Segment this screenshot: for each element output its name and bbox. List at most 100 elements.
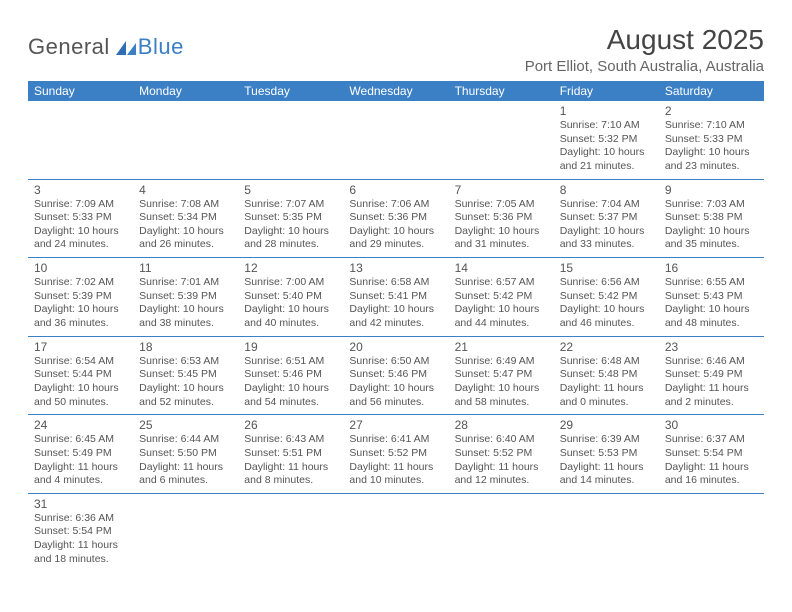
empty-cell xyxy=(133,493,238,571)
empty-cell xyxy=(554,493,659,571)
day-number: 13 xyxy=(349,261,442,275)
title-block: August 2025 Port Elliot, South Australia… xyxy=(525,24,764,75)
day-info-line: Sunrise: 6:39 AM xyxy=(560,433,653,447)
day-number: 23 xyxy=(665,340,758,354)
week-row: 31Sunrise: 6:36 AMSunset: 5:54 PMDayligh… xyxy=(28,493,764,571)
day-info-line: Sunrise: 6:37 AM xyxy=(665,433,758,447)
day-number: 18 xyxy=(139,340,232,354)
header: General Blue August 2025 Port Elliot, So… xyxy=(28,24,764,75)
day-number: 17 xyxy=(34,340,127,354)
day-info-line: Sunrise: 6:57 AM xyxy=(455,276,548,290)
day-info-line: Daylight: 11 hours xyxy=(665,382,758,396)
day-info-line: Sunset: 5:42 PM xyxy=(455,290,548,304)
day-info-line: Sunset: 5:40 PM xyxy=(244,290,337,304)
day-info-line: Daylight: 10 hours xyxy=(34,225,127,239)
empty-cell xyxy=(28,101,133,179)
day-info-line: Daylight: 11 hours xyxy=(139,461,232,475)
location-text: Port Elliot, South Australia, Australia xyxy=(525,58,764,75)
day-info-line: and 28 minutes. xyxy=(244,238,337,252)
day-info-line: Sunrise: 6:53 AM xyxy=(139,355,232,369)
day-info-line: and 29 minutes. xyxy=(349,238,442,252)
day-number: 1 xyxy=(560,104,653,118)
day-info-line: Sunset: 5:34 PM xyxy=(139,211,232,225)
day-info-line: and 21 minutes. xyxy=(560,160,653,174)
day-info-line: and 58 minutes. xyxy=(455,396,548,410)
day-info-line: and 4 minutes. xyxy=(34,474,127,488)
day-info-line: and 48 minutes. xyxy=(665,317,758,331)
dow-friday: Friday xyxy=(554,81,659,101)
week-row: 3Sunrise: 7:09 AMSunset: 5:33 PMDaylight… xyxy=(28,179,764,258)
day-info-line: Sunrise: 6:48 AM xyxy=(560,355,653,369)
day-number: 10 xyxy=(34,261,127,275)
dow-monday: Monday xyxy=(133,81,238,101)
day-info-line: and 14 minutes. xyxy=(560,474,653,488)
day-info-line: Daylight: 10 hours xyxy=(665,225,758,239)
empty-cell xyxy=(238,101,343,179)
day-info-line: Sunrise: 7:09 AM xyxy=(34,198,127,212)
week-row: 24Sunrise: 6:45 AMSunset: 5:49 PMDayligh… xyxy=(28,415,764,494)
day-info-line: Daylight: 10 hours xyxy=(560,303,653,317)
day-cell: 14Sunrise: 6:57 AMSunset: 5:42 PMDayligh… xyxy=(449,258,554,337)
day-info-line: Sunset: 5:50 PM xyxy=(139,447,232,461)
day-info-line: and 18 minutes. xyxy=(34,553,127,567)
day-info-line: Daylight: 10 hours xyxy=(455,225,548,239)
day-info-line: Sunrise: 7:07 AM xyxy=(244,198,337,212)
day-cell: 20Sunrise: 6:50 AMSunset: 5:46 PMDayligh… xyxy=(343,336,448,415)
day-info-line: Sunset: 5:53 PM xyxy=(560,447,653,461)
day-cell: 8Sunrise: 7:04 AMSunset: 5:37 PMDaylight… xyxy=(554,179,659,258)
day-info-line: Sunset: 5:35 PM xyxy=(244,211,337,225)
day-cell: 30Sunrise: 6:37 AMSunset: 5:54 PMDayligh… xyxy=(659,415,764,494)
day-info-line: Daylight: 10 hours xyxy=(139,225,232,239)
day-number: 26 xyxy=(244,418,337,432)
day-info-line: Daylight: 11 hours xyxy=(665,461,758,475)
day-info-line: and 56 minutes. xyxy=(349,396,442,410)
day-header-row: Sunday Monday Tuesday Wednesday Thursday… xyxy=(28,81,764,101)
day-number: 6 xyxy=(349,183,442,197)
day-cell: 31Sunrise: 6:36 AMSunset: 5:54 PMDayligh… xyxy=(28,493,133,571)
day-info-line: Sunrise: 7:00 AM xyxy=(244,276,337,290)
day-cell: 4Sunrise: 7:08 AMSunset: 5:34 PMDaylight… xyxy=(133,179,238,258)
day-cell: 7Sunrise: 7:05 AMSunset: 5:36 PMDaylight… xyxy=(449,179,554,258)
logo: General Blue xyxy=(28,34,184,60)
day-info-line: Sunset: 5:32 PM xyxy=(560,133,653,147)
day-info-line: Daylight: 10 hours xyxy=(34,303,127,317)
day-info-line: Sunrise: 7:05 AM xyxy=(455,198,548,212)
day-info-line: Sunrise: 7:10 AM xyxy=(665,119,758,133)
day-number: 30 xyxy=(665,418,758,432)
empty-cell xyxy=(343,101,448,179)
dow-thursday: Thursday xyxy=(449,81,554,101)
day-cell: 12Sunrise: 7:00 AMSunset: 5:40 PMDayligh… xyxy=(238,258,343,337)
day-cell: 23Sunrise: 6:46 AMSunset: 5:49 PMDayligh… xyxy=(659,336,764,415)
day-cell: 24Sunrise: 6:45 AMSunset: 5:49 PMDayligh… xyxy=(28,415,133,494)
day-info-line: and 42 minutes. xyxy=(349,317,442,331)
day-info-line: and 6 minutes. xyxy=(139,474,232,488)
day-info-line: Daylight: 10 hours xyxy=(560,225,653,239)
day-number: 28 xyxy=(455,418,548,432)
empty-cell xyxy=(449,493,554,571)
day-info-line: Sunset: 5:44 PM xyxy=(34,368,127,382)
day-info-line: Sunrise: 6:36 AM xyxy=(34,512,127,526)
day-cell: 21Sunrise: 6:49 AMSunset: 5:47 PMDayligh… xyxy=(449,336,554,415)
day-info-line: Sunset: 5:48 PM xyxy=(560,368,653,382)
sail-icon xyxy=(116,41,136,55)
day-cell: 28Sunrise: 6:40 AMSunset: 5:52 PMDayligh… xyxy=(449,415,554,494)
day-info-line: Sunrise: 6:54 AM xyxy=(34,355,127,369)
day-number: 25 xyxy=(139,418,232,432)
day-info-line: Sunrise: 6:50 AM xyxy=(349,355,442,369)
day-cell: 10Sunrise: 7:02 AMSunset: 5:39 PMDayligh… xyxy=(28,258,133,337)
day-cell: 9Sunrise: 7:03 AMSunset: 5:38 PMDaylight… xyxy=(659,179,764,258)
day-cell: 17Sunrise: 6:54 AMSunset: 5:44 PMDayligh… xyxy=(28,336,133,415)
day-info-line: and 10 minutes. xyxy=(349,474,442,488)
day-info-line: Daylight: 10 hours xyxy=(34,382,127,396)
dow-wednesday: Wednesday xyxy=(343,81,448,101)
day-info-line: Daylight: 10 hours xyxy=(349,303,442,317)
day-info-line: and 2 minutes. xyxy=(665,396,758,410)
day-info-line: Sunset: 5:54 PM xyxy=(34,525,127,539)
day-info-line: Daylight: 10 hours xyxy=(244,382,337,396)
day-info-line: and 52 minutes. xyxy=(139,396,232,410)
day-info-line: and 40 minutes. xyxy=(244,317,337,331)
day-info-line: and 54 minutes. xyxy=(244,396,337,410)
day-number: 2 xyxy=(665,104,758,118)
day-info-line: and 35 minutes. xyxy=(665,238,758,252)
day-cell: 22Sunrise: 6:48 AMSunset: 5:48 PMDayligh… xyxy=(554,336,659,415)
